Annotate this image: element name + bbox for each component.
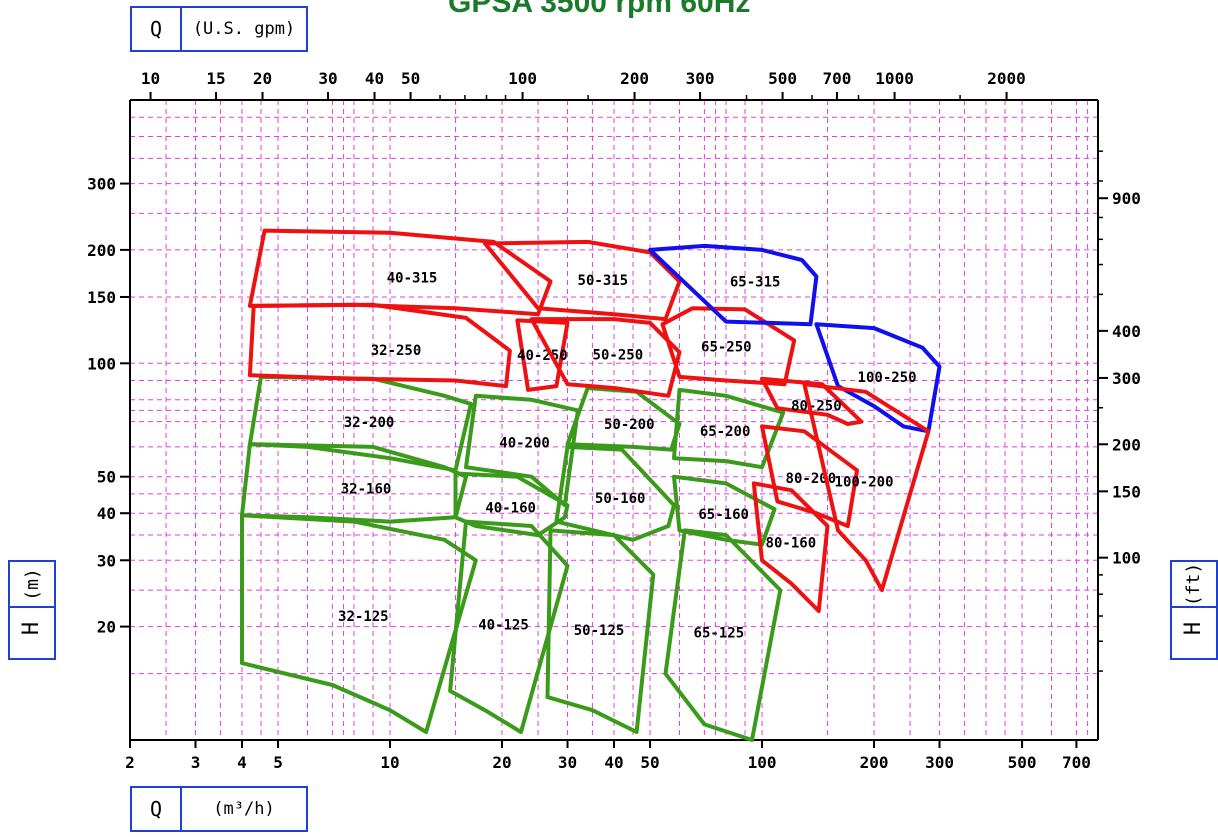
- q-symbol: Q: [132, 8, 182, 50]
- curve-region-65-315: [648, 243, 819, 327]
- h-symbol: H: [1181, 621, 1207, 635]
- curve-region-40-160: [453, 471, 570, 538]
- q-m3h-unit-box: Q (m³/h): [130, 786, 308, 832]
- q-symbol: Q: [132, 788, 182, 830]
- curve-region-100-200: [802, 382, 931, 593]
- x-tick-label-bottom: 5: [273, 753, 283, 772]
- region-label: 65-125: [694, 625, 745, 641]
- x-tick-label-top: 15: [206, 69, 225, 88]
- x-tick-label-top: 50: [401, 69, 420, 88]
- x-tick-label-top: 1000: [875, 69, 914, 88]
- x-tick-label-top: 20: [253, 69, 272, 88]
- x-tick-label-bottom: 100: [748, 753, 777, 772]
- region-label: 50-160: [595, 491, 646, 507]
- region-label: 40-160: [485, 500, 536, 516]
- h-unit-ft: (ft): [1172, 562, 1216, 608]
- y-tick-label-left: 100: [87, 354, 116, 373]
- q-unit-gpm: (U.S. gpm): [192, 19, 296, 39]
- region-label: 65-160: [698, 507, 749, 523]
- region-label: 32-125: [338, 609, 389, 625]
- x-tick-label-bottom: 4: [237, 753, 247, 772]
- x-tick-label-bottom: 40: [604, 753, 623, 772]
- y-tick-label-right: 400: [1112, 322, 1141, 341]
- h-unit-m: (m): [10, 562, 54, 608]
- region-label: 50-315: [578, 273, 629, 289]
- x-tick-label-top: 700: [822, 69, 851, 88]
- x-tick-label-bottom: 300: [925, 753, 954, 772]
- x-tick-label-top: 40: [365, 69, 384, 88]
- x-tick-label-bottom: 50: [640, 753, 659, 772]
- curve-region-80-250: [760, 376, 864, 426]
- curve-region-80-200: [760, 424, 859, 528]
- curve-region-40-250: [515, 318, 570, 392]
- y-tick-label-left: 150: [87, 288, 116, 307]
- curve-region-50-315: [483, 239, 682, 322]
- y-tick-label-right: 200: [1112, 435, 1141, 454]
- region-label: 50-250: [593, 347, 644, 363]
- curve-region-32-125: [240, 513, 478, 734]
- region-label: 50-200: [604, 417, 655, 433]
- x-tick-label-bottom: 10: [380, 753, 399, 772]
- region-label: 100-250: [858, 370, 917, 386]
- y-tick-label-left: 50: [97, 468, 116, 487]
- x-tick-label-bottom: 2: [125, 753, 135, 772]
- curve-region-32-200: [247, 374, 473, 473]
- x-tick-label-bottom: 20: [492, 753, 511, 772]
- h-m-unit-box: (m) H: [8, 560, 56, 660]
- y-tick-label-right: 150: [1112, 482, 1141, 501]
- region-label: 32-160: [341, 481, 392, 497]
- region-label: 32-250: [371, 343, 422, 359]
- chart-title: GPSA 3500 rpm 60Hz: [448, 0, 751, 19]
- region-label: 65-200: [700, 424, 751, 440]
- x-tick-label-top: 10: [141, 69, 160, 88]
- region-label: 100-200: [835, 474, 894, 490]
- y-tick-label-left: 40: [97, 504, 116, 523]
- x-tick-label-bottom: 500: [1008, 753, 1037, 772]
- x-tick-label-bottom: 200: [860, 753, 889, 772]
- x-tick-label-top: 30: [318, 69, 337, 88]
- curve-region-65-125: [663, 528, 783, 742]
- region-label: 40-250: [517, 348, 568, 364]
- x-tick-label-bottom: 700: [1062, 753, 1091, 772]
- y-tick-label-left: 200: [87, 241, 116, 260]
- q-unit-m3h: (m³/h): [213, 799, 275, 819]
- region-label: 65-250: [701, 339, 752, 355]
- q-gpm-unit-box: Q (U.S. gpm): [130, 6, 308, 52]
- y-tick-label-left: 300: [87, 175, 116, 194]
- x-tick-label-top: 500: [768, 69, 797, 88]
- curve-region-65-250: [660, 306, 797, 387]
- curve-region-65-200: [672, 387, 786, 470]
- curve-region-40-125: [448, 519, 570, 734]
- x-tick-label-top: 300: [686, 69, 715, 88]
- h-ft-unit-box: (ft) H: [1170, 560, 1218, 660]
- curve-region-80-160: [751, 481, 830, 613]
- x-tick-label-top: 2000: [987, 69, 1026, 88]
- region-label: 40-315: [387, 270, 438, 286]
- region-label: 32-200: [344, 415, 395, 431]
- region-label: 65-315: [730, 274, 781, 290]
- region-label: 40-200: [499, 436, 550, 452]
- x-tick-label-bottom: 3: [191, 753, 201, 772]
- curve-region-50-160: [554, 444, 676, 542]
- y-tick-label-right: 300: [1112, 369, 1141, 388]
- y-tick-label-right: 100: [1112, 549, 1141, 568]
- region-label: 80-250: [791, 398, 842, 414]
- curve-region-50-250: [529, 317, 682, 398]
- y-tick-label-left: 20: [97, 618, 116, 637]
- curve-region-40-315: [247, 228, 553, 317]
- region-label: 80-160: [766, 535, 817, 551]
- x-tick-label-top: 200: [620, 69, 649, 88]
- x-tick-label-top: 100: [508, 69, 537, 88]
- x-tick-label-bottom: 30: [558, 753, 577, 772]
- curve-region-40-200: [464, 393, 580, 508]
- curve-region-32-250: [247, 302, 512, 389]
- y-tick-label-left: 30: [97, 551, 116, 570]
- region-label: 40-125: [478, 617, 529, 633]
- h-symbol: H: [19, 621, 45, 635]
- region-label: 50-125: [574, 623, 625, 639]
- y-tick-label-right: 900: [1112, 189, 1141, 208]
